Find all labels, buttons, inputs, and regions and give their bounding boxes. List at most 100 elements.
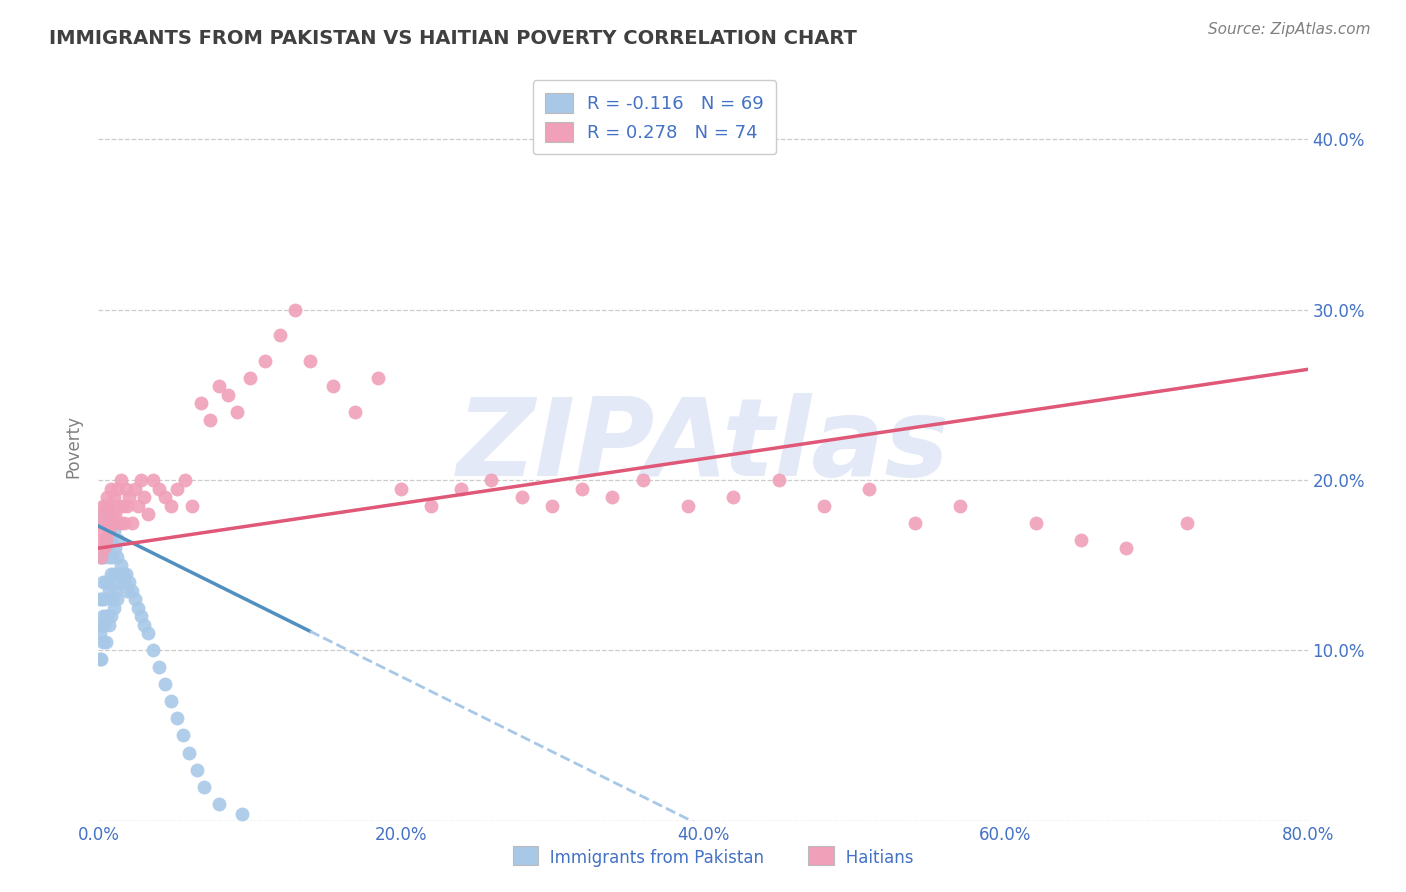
Point (118, 490, 141, 504)
Text: Haitians: Haitians (830, 849, 912, 867)
Point (100, 566, 122, 581)
Point (90, 516, 112, 530)
Point (127, 499, 149, 513)
Point (118, 575, 141, 590)
Point (124, 592, 146, 607)
Point (96, 609, 118, 624)
Point (173, 473, 195, 487)
Point (96, 516, 118, 530)
Point (129, 473, 152, 487)
Point (91, 541, 114, 556)
Point (231, 806, 253, 821)
Point (100, 482, 122, 496)
Point (108, 516, 131, 530)
Point (91, 635, 114, 649)
Point (107, 575, 129, 590)
Point (89, 652, 111, 666)
Point (103, 566, 125, 581)
Point (166, 482, 188, 496)
Point (186, 763, 208, 777)
Point (813, 499, 835, 513)
Point (115, 583, 138, 598)
Point (179, 746, 201, 760)
Point (91, 609, 114, 624)
Point (90, 549, 112, 564)
Point (98, 617, 121, 632)
Point (676, 499, 699, 513)
Point (104, 583, 127, 598)
Point (208, 379, 231, 393)
Point (93, 541, 115, 556)
Point (172, 729, 194, 743)
Point (200, 413, 222, 427)
Text: Immigrants from Pakistan: Immigrants from Pakistan (534, 849, 765, 867)
Point (723, 490, 745, 504)
Point (103, 516, 125, 530)
Point (136, 626, 159, 640)
Point (450, 482, 472, 496)
Point (96, 575, 118, 590)
Point (148, 660, 170, 674)
Point (142, 643, 165, 657)
Point (104, 541, 127, 556)
Point (121, 583, 143, 598)
Point (142, 473, 165, 487)
Point (631, 473, 654, 487)
Point (89, 533, 111, 547)
Point (89, 592, 111, 607)
Point (94, 533, 117, 547)
Y-axis label: Poverty: Poverty (65, 415, 83, 477)
Point (160, 694, 183, 708)
Point (129, 609, 152, 624)
Point (93, 516, 115, 530)
Point (132, 490, 155, 504)
Point (93, 592, 115, 607)
Point (253, 354, 276, 368)
Point (98, 516, 121, 530)
Point (96, 541, 118, 556)
Point (166, 711, 188, 725)
Point (90, 549, 112, 564)
Point (153, 677, 176, 691)
Point (100, 516, 122, 530)
Point (148, 482, 170, 496)
Point (91, 524, 114, 538)
Point (107, 499, 129, 513)
Point (108, 566, 131, 581)
Point (90, 592, 112, 607)
Point (1070, 533, 1092, 547)
Point (420, 499, 443, 513)
Point (91, 499, 114, 513)
Point (91, 507, 114, 521)
Point (1115, 541, 1137, 556)
Point (101, 592, 124, 607)
Point (96, 499, 118, 513)
Point (132, 617, 155, 632)
Point (226, 405, 249, 419)
Point (94, 575, 117, 590)
Point (107, 533, 129, 547)
Point (344, 405, 367, 419)
Point (124, 482, 146, 496)
Point (105, 549, 128, 564)
Point (89, 549, 111, 564)
Point (904, 516, 927, 530)
Point (94, 533, 117, 547)
Text: IMMIGRANTS FROM PAKISTAN VS HAITIAN POVERTY CORRELATION CHART: IMMIGRANTS FROM PAKISTAN VS HAITIAN POVE… (49, 29, 858, 47)
Point (90, 652, 112, 666)
Point (858, 482, 880, 496)
Point (103, 524, 125, 538)
Point (103, 600, 125, 615)
Point (481, 473, 503, 487)
Point (104, 507, 127, 521)
FancyBboxPatch shape (808, 846, 834, 865)
Point (181, 499, 204, 513)
Point (90, 617, 112, 632)
Point (93, 617, 115, 632)
Point (100, 609, 122, 624)
Point (114, 482, 136, 496)
Point (93, 549, 115, 564)
Point (94, 499, 117, 513)
Point (111, 566, 134, 581)
Point (98, 583, 121, 598)
